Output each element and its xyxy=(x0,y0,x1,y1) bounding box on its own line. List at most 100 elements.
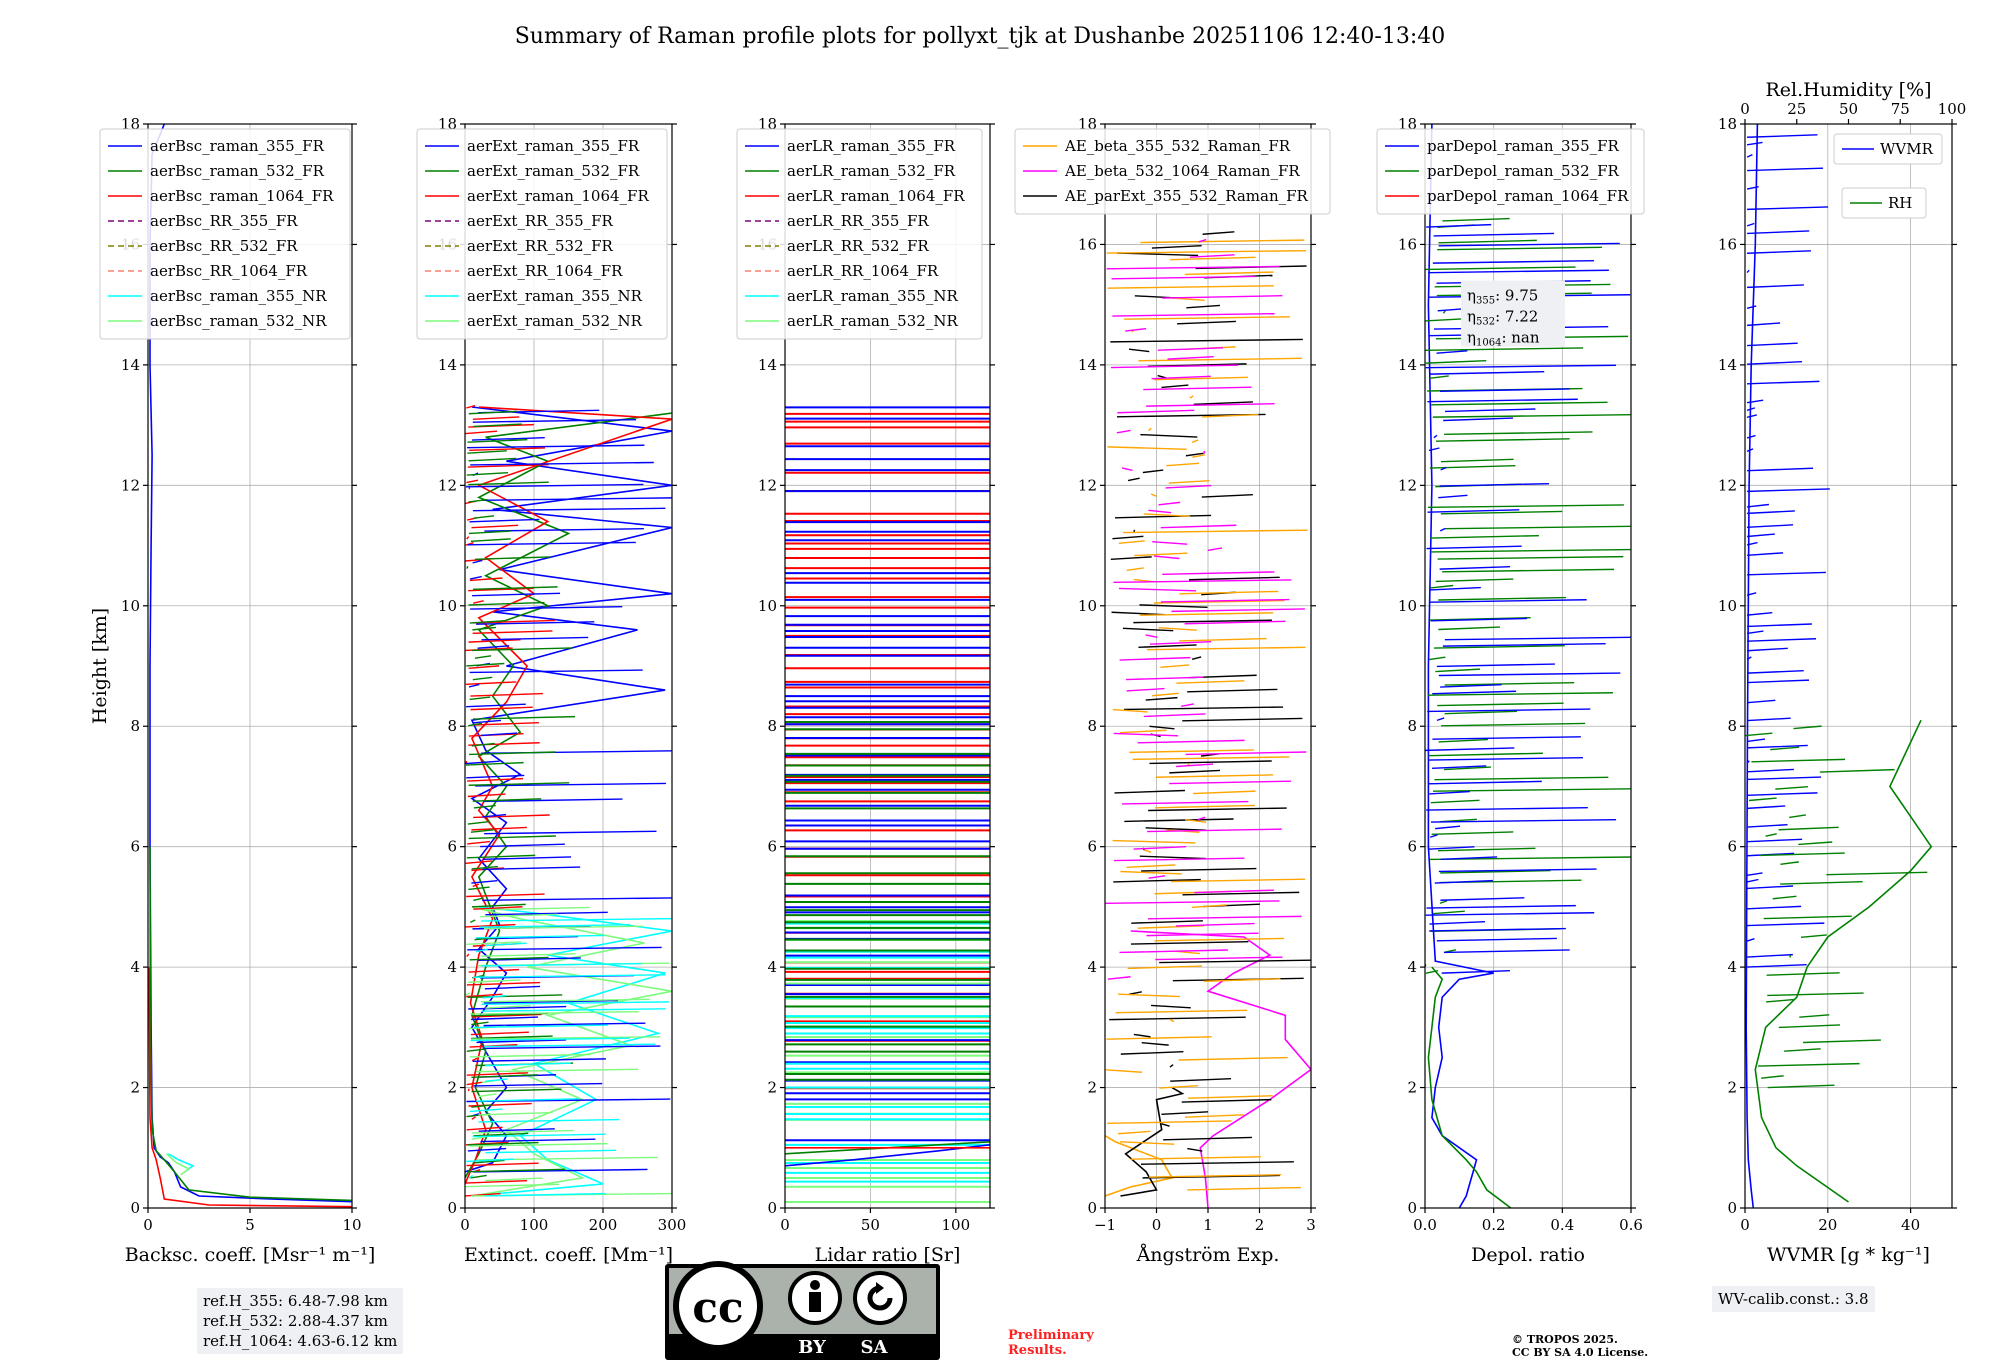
spike-green xyxy=(1437,555,1624,560)
xtick-label: 0.4 xyxy=(1550,1216,1574,1234)
spike-blue xyxy=(1747,623,1812,628)
ytick-label: 8 xyxy=(1087,717,1097,735)
spike-green xyxy=(1442,310,1446,314)
spike-orange xyxy=(1147,646,1306,651)
spike-black xyxy=(1128,991,1142,995)
spike-green xyxy=(1435,578,1514,583)
spike-green xyxy=(1434,776,1609,781)
preliminary-note: Preliminary Results. xyxy=(1008,1328,1094,1358)
spike-red xyxy=(472,630,553,635)
spike-magenta xyxy=(1184,620,1286,625)
spike-black xyxy=(1128,348,1150,353)
ytick-label: 6 xyxy=(767,838,777,856)
spike-blue xyxy=(1747,885,1794,890)
spike-blue xyxy=(1747,699,1776,704)
ytick-label: 2 xyxy=(1727,1079,1737,1097)
spike-magenta xyxy=(1171,608,1305,613)
spike-black xyxy=(1122,627,1174,632)
top-xtick-label: 50 xyxy=(1839,100,1858,118)
spike-green xyxy=(1429,375,1449,380)
spike-black xyxy=(1138,644,1197,648)
spike-blue xyxy=(1747,230,1810,235)
spike-black xyxy=(1145,696,1178,701)
spike-red xyxy=(465,1179,527,1184)
spike-blue xyxy=(469,669,643,674)
xaxis-label: Extinct. coeff. [Mm⁻¹] xyxy=(464,1244,673,1266)
spike-magenta xyxy=(1111,364,1239,369)
spike-red xyxy=(470,706,533,711)
spike-orange xyxy=(1154,937,1285,942)
ytick-label: 0 xyxy=(1727,1199,1737,1217)
spike-blue xyxy=(481,636,589,641)
legend-box xyxy=(416,128,668,340)
spike-green xyxy=(468,886,490,891)
spike-green xyxy=(473,1132,529,1137)
spike-magenta xyxy=(1113,732,1179,737)
spike-cyan xyxy=(481,962,642,967)
eta-label: η355: 9.75 xyxy=(1467,287,1538,307)
spike-blue xyxy=(467,946,662,951)
spike-blue xyxy=(1746,185,1759,190)
xtick-label: 100 xyxy=(942,1216,971,1234)
eta-label: η532: 7.22 xyxy=(1467,308,1538,328)
spike-green xyxy=(1765,833,1777,837)
spike-magenta xyxy=(1181,703,1195,707)
spike-blue xyxy=(1747,612,1773,616)
spike-blue xyxy=(1443,949,1570,954)
spike-lightgreen xyxy=(466,941,522,946)
spike-blue xyxy=(483,1022,646,1027)
spike-blue xyxy=(1430,818,1617,823)
spike-green xyxy=(1778,1024,1841,1029)
eta-box xyxy=(1461,280,1565,347)
spike-green xyxy=(467,994,563,999)
spike-blue xyxy=(1747,552,1784,556)
spike-blue xyxy=(1746,656,1752,661)
spike-red xyxy=(465,681,517,686)
ytick-label: 0 xyxy=(447,1199,457,1217)
spike-magenta xyxy=(1160,598,1290,603)
spike-magenta xyxy=(1194,889,1275,894)
ytick-label: 14 xyxy=(121,356,140,374)
spike-orange xyxy=(1204,978,1281,982)
spike-orange xyxy=(1112,708,1148,713)
spike-blue xyxy=(1746,738,1766,743)
spike-red xyxy=(466,1162,539,1167)
spike-orange xyxy=(1107,1120,1232,1125)
spike-green xyxy=(471,742,495,747)
spike-magenta xyxy=(1185,751,1307,756)
spike-black xyxy=(1170,1078,1232,1082)
spike-orange xyxy=(1179,637,1267,642)
legend-label: AE_parExt_355_532_Raman_FR xyxy=(1064,187,1309,205)
spike-green xyxy=(469,1168,566,1173)
spike-cyan xyxy=(485,1149,616,1154)
panel-lidar_ratio: 024681012141618050100Lidar ratio [Sr]aer… xyxy=(736,115,995,1266)
ytick-label: 0 xyxy=(767,1199,777,1217)
ytick-label: 8 xyxy=(130,717,140,735)
spike-green xyxy=(1429,464,1516,469)
cc-by-label: BY xyxy=(798,1337,827,1358)
spike-green xyxy=(1800,934,1827,939)
spike-blue xyxy=(1747,167,1824,172)
spike-blue xyxy=(1747,206,1829,211)
legend-label: aerExt_RR_1064_FR xyxy=(467,262,623,280)
spike-green xyxy=(471,1021,489,1026)
spike-blue xyxy=(1746,760,1750,764)
axes-frame xyxy=(464,123,673,1209)
series-aerExt_raman_532_FR xyxy=(465,412,672,1179)
spike-black xyxy=(1161,1111,1209,1115)
spike-cyan xyxy=(484,1192,606,1197)
ytick-label: 4 xyxy=(1087,958,1097,976)
ytick-label: 0 xyxy=(1407,1199,1417,1217)
legend-label: aerExt_raman_532_NR xyxy=(467,312,643,330)
spike-green xyxy=(1443,766,1491,771)
xtick-label: 20 xyxy=(1818,1216,1837,1234)
legend-box xyxy=(1833,133,1943,165)
spike-magenta xyxy=(1148,875,1166,879)
spike-green xyxy=(1775,786,1808,790)
legend-label: aerBsc_raman_532_FR xyxy=(150,162,325,180)
ytick-label: 12 xyxy=(1718,476,1737,494)
spike-red xyxy=(472,416,520,421)
spike-blue xyxy=(1747,953,1793,958)
spike-red xyxy=(468,639,521,643)
legend-box xyxy=(1841,187,1927,219)
